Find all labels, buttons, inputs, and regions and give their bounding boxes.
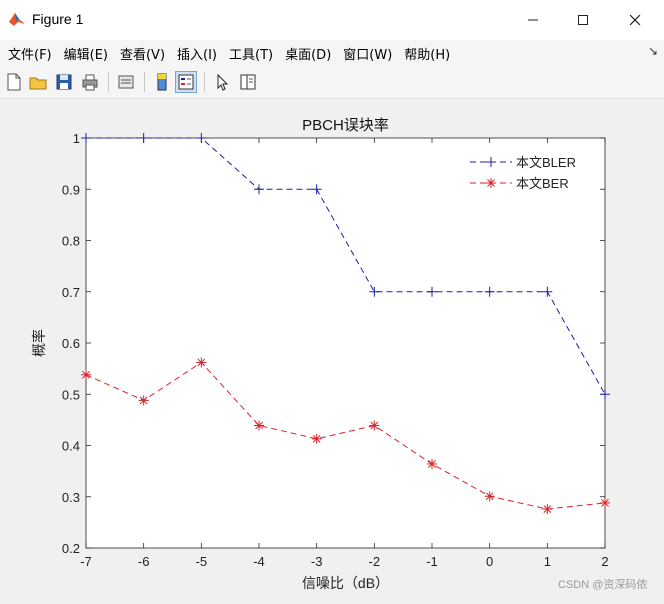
legend-icon[interactable] [175,71,197,93]
legend: 本文BLER 本文BER [470,155,576,191]
menu-help[interactable]: 帮助(H) [404,47,451,63]
series-1-point [254,184,264,195]
series-2-point [369,420,380,431]
series-1-point [369,286,380,297]
figure-canvas: PBCH误块率 -7 -6 -5 -4 -3 -2 -1 0 1 2 0.2 0.3 0.4 0.5 0.6 0… [0,99,664,600]
y-tick-label: 0.5 [62,387,80,402]
pbch-chart: PBCH误块率 -7 -6 -5 -4 -3 -2 -1 0 1 2 0.2 0.3 0.4 0.5 0.6 0… [31,117,610,591]
y-tick-label: 0.6 [62,336,80,351]
series-2-point [196,357,207,368]
marker-stroke [197,358,206,367]
close-icon [629,14,641,26]
window-title: Figure 1 [32,11,84,27]
series-2-point [81,369,91,380]
series-2-point [427,458,437,469]
series-1-point [542,286,553,297]
x-tick-label: -5 [196,554,208,569]
marker-stroke [428,460,436,468]
series-2-point [311,433,322,444]
toolbar-separator [108,72,109,92]
x-tick-label: -1 [426,554,438,569]
legend-entry: 本文BLER [516,155,576,170]
series-1-point [81,133,91,143]
x-tick-label: 1 [544,554,551,569]
marker-stroke [601,499,609,507]
watermark-text: CSDN @资深码侬 [558,578,647,591]
property-editor-icon[interactable] [238,72,258,92]
y-tick-label: 0.7 [62,285,80,300]
x-axis-label: 信噪比（dB） [302,575,389,591]
menu-overflow-icon[interactable]: ↘ [647,44,658,58]
matlab-logo-icon [9,13,25,26]
marker-stroke [82,370,90,379]
plot-area [85,137,606,549]
print-icon[interactable] [80,72,100,92]
y-tick-label: 0.9 [62,182,80,197]
series-2-point [138,395,149,406]
colorbar-icon[interactable] [152,72,172,92]
x-tick-label: -3 [311,554,323,569]
legend-marker [486,178,496,188]
toolbar-separator [144,72,145,92]
menu-edit[interactable]: 编辑(E) [63,47,108,63]
maximize-icon [578,15,588,25]
x-tick-label: 2 [601,554,608,569]
minimize-icon [528,19,538,21]
menu-desktop[interactable]: 桌面(D) [285,47,332,63]
maximize-button[interactable] [560,0,606,40]
series-1-point [138,133,149,143]
series-1-point [484,286,495,297]
y-tick-label: 1 [73,131,80,146]
marker-stroke [312,434,321,443]
menu-tools[interactable]: 工具(T) [229,47,274,63]
close-button[interactable] [612,0,658,40]
new-figure-icon[interactable] [4,72,24,92]
menu-view[interactable]: 查看(V) [119,47,166,63]
x-tick-label: -7 [80,554,92,569]
y-axis-label: 概率 [31,329,47,357]
marker-stroke [255,421,263,430]
minimize-button[interactable] [510,0,556,40]
marker-stroke [370,421,379,430]
open-file-icon[interactable] [28,72,48,92]
marker-stroke [487,179,495,187]
menu-bar: 文件(F) 编辑(E) 查看(V) 插入(I) 工具(T) 桌面(D) 窗口(W… [0,40,664,66]
series-line-2 [85,361,606,510]
x-tick-label: -4 [253,554,265,569]
pointer-icon[interactable] [212,72,232,92]
series-1-point [196,133,207,143]
series-1-point [600,389,610,400]
y-tick-label: 0.3 [62,490,80,505]
watermark-layer: CSDN @资深码侬 [558,578,647,591]
legend-entry: 本文BER [516,176,569,191]
y-tick-label: 0.8 [62,234,80,249]
menu-file[interactable]: 文件(F) [8,47,52,63]
series-line-1 [86,137,606,395]
menu-window[interactable]: 窗口(W) [343,47,393,63]
window-titlebar: Figure 1 [0,0,664,41]
series-1-point [311,184,322,195]
series-2-point [600,497,610,508]
legend-marker [486,157,496,167]
x-tick-label: -2 [369,554,381,569]
series-2-point [542,504,553,515]
y-tick-label: 0.2 [62,541,80,556]
series-1-point [427,286,437,297]
y-tick-label: 0.4 [62,439,80,454]
chart-title: PBCH误块率 [302,117,389,134]
series-2-point [484,491,495,502]
marker-stroke [543,505,552,513]
toolbar-separator [204,72,205,92]
figure-toolbar [0,66,664,99]
marker-stroke [485,492,494,501]
print-preview-icon[interactable] [116,72,136,92]
menu-insert[interactable]: 插入(I) [177,47,218,63]
marker-stroke [139,396,148,405]
x-tick-label: -6 [138,554,150,569]
save-icon[interactable] [54,72,74,92]
series-2-point [254,420,264,431]
x-tick-label: 0 [486,554,493,569]
